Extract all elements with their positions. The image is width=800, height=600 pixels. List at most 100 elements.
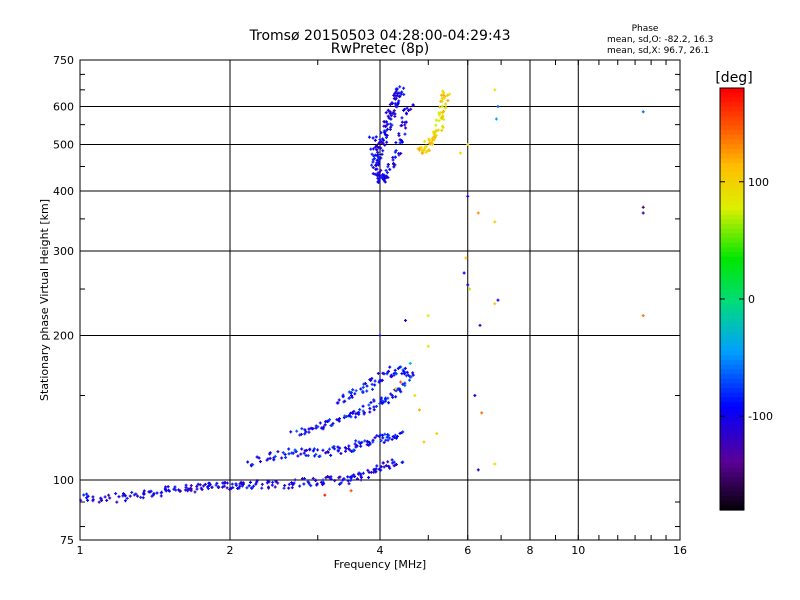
data-point [446,98,450,102]
data-point [392,460,396,464]
colorbar-segment [720,383,744,389]
data-point [222,484,226,488]
data-point [347,482,351,486]
data-point [351,388,355,392]
data-point [350,395,354,399]
data-point [341,478,345,482]
colorbar-segment [720,242,744,249]
data-point [466,194,470,198]
data-point [361,404,365,408]
data-point [289,430,293,434]
data-point [336,401,340,405]
colorbar-segment [720,495,744,502]
data-point [284,455,288,459]
data-point [365,389,369,393]
colorbar-segment [720,252,744,258]
data-point [329,477,333,481]
data-point [390,458,394,462]
data-point [367,475,371,479]
data-point [437,119,441,123]
data-point [372,468,376,472]
data-point [188,486,192,490]
colorbar-segment [720,355,744,361]
colorbar-segment [720,505,744,511]
data-point [387,116,391,120]
data-point [206,485,210,489]
colorbar-segment [720,322,744,328]
data-point [426,344,430,348]
data-point [266,457,270,461]
data-point [394,149,398,153]
colorbar-segment [720,219,744,225]
data-point [375,174,379,178]
data-point [130,490,134,494]
colorbar-segment [720,153,744,159]
data-point [496,105,500,109]
colorbar-segment [720,139,744,145]
data-point [424,144,428,148]
data-point [403,366,407,370]
data-point [377,161,381,165]
x-tick-label: 16 [673,544,687,557]
data-point [99,497,103,501]
data-point [139,495,143,499]
data-point [311,427,315,431]
data-point [283,452,287,456]
data-point [314,426,318,430]
data-point [240,484,244,488]
colorbar-segment [720,172,744,178]
data-point [440,104,444,108]
data-point [361,409,365,413]
data-point [318,421,322,425]
data-point [347,390,351,394]
data-point [458,151,462,155]
data-point [641,110,645,114]
y-tick-label: 500 [53,139,74,152]
data-point [304,430,308,434]
data-point [316,448,320,452]
colorbar-segment [720,453,744,460]
data-point [298,484,302,488]
data-point [381,461,385,465]
data-point [443,94,447,98]
data-point [82,493,86,497]
data-point [225,481,229,485]
data-point [388,436,392,440]
data-point [311,476,315,480]
data-point [374,167,378,171]
data-point [183,488,187,492]
colorbar-segment [720,205,744,211]
data-point [370,382,374,386]
data-point [375,145,379,149]
data-point [359,387,363,391]
data-point [159,494,163,498]
data-point [336,449,340,453]
data-point [373,138,377,142]
data-point [434,118,438,122]
data-point [299,452,303,456]
data-point [375,464,379,468]
data-point [114,492,118,496]
x-tick-label: 2 [227,544,234,557]
data-point [404,126,408,130]
data-point [372,405,376,409]
data-point [441,89,445,93]
data-point [260,482,264,486]
data-point [300,447,304,451]
data-point [147,490,151,494]
colorbar-segment [720,116,744,122]
data-point [246,460,250,464]
y-tick-label: 75 [60,534,74,547]
data-point [215,481,219,485]
data-point [206,487,210,491]
colorbar-segment [720,406,744,413]
data-point [369,147,373,151]
data-point [403,120,407,124]
colorbar-segment [720,458,744,464]
data-point [184,483,188,487]
data-point [400,120,404,124]
data-point [493,88,497,92]
data-point [377,155,381,159]
data-point [403,123,407,127]
data-point [397,99,401,103]
